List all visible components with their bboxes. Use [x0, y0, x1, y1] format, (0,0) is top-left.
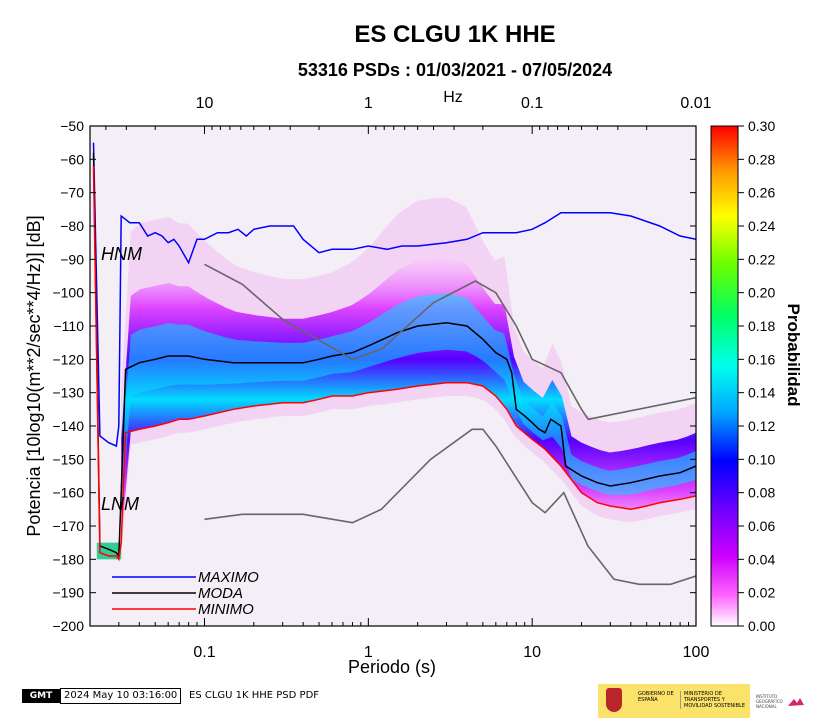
top-tick-label: 10	[196, 95, 214, 112]
y-tick-label: −170	[52, 518, 84, 534]
government-text: GOBIERNO DE ESPAÑA	[638, 691, 674, 703]
colorbar-tick-label: 0.08	[748, 485, 775, 501]
colorbar-tick-label: 0.04	[748, 551, 775, 567]
y-axis-label: Potencia [10log10(m**2/sec**4/Hz)] [dB]	[24, 215, 44, 536]
colorbar-label: Probabilidad	[784, 304, 803, 407]
series-moda	[92, 152, 696, 559]
colorbar-tick-label: 0.12	[748, 418, 775, 434]
colorbar-tick-label: 0.14	[748, 385, 775, 401]
y-tick-label: −200	[52, 618, 84, 634]
legend: MAXIMO MODA MINIMO	[112, 569, 259, 618]
timestamp: 2024 May 10 03:16:00	[60, 688, 182, 704]
footer: GMT 2024 May 10 03:16:00 ES CLGU 1K HHE …	[0, 680, 824, 722]
y-tick-label: −90	[60, 251, 84, 267]
y-tick-label: −60	[60, 151, 84, 167]
top-tick-label: 0.01	[680, 95, 711, 112]
legend-label-minimo: MINIMO	[198, 601, 254, 618]
series-maximo	[92, 142, 696, 448]
y-tick-label: −130	[52, 385, 84, 401]
y-tick-label: −110	[54, 318, 85, 334]
series-lnm	[204, 428, 696, 586]
density-band	[121, 256, 696, 543]
colorbar-tick-label: 0.02	[748, 585, 775, 601]
legend-label-maximo: MAXIMO	[198, 569, 259, 586]
psd-figure: ES CLGU 1K HHE 53316 PSDs : 01/03/2021 -…	[24, 21, 803, 677]
x-tick-label: 100	[683, 644, 710, 661]
colorbar-ticks: 0.00 0.02 0.04 0.06 0.08 0.10 0.12 0.14 0.16 0.18…	[738, 118, 775, 634]
colorbar-tick-label: 0.00	[748, 618, 775, 634]
colorbar-scale	[710, 125, 739, 627]
colorbar-tick-label: 0.26	[748, 185, 775, 201]
y-tick-label: −190	[52, 585, 84, 601]
plot-area	[90, 126, 696, 626]
colorbar-tick-label: 0.16	[748, 351, 775, 367]
y-tick-label: −100	[52, 285, 84, 301]
top-axis: 10 1 0.1 0.01	[89, 95, 712, 134]
series-hnm	[204, 263, 696, 421]
chart-subtitle: 53316 PSDs : 01/03/2021 - 07/05/2024	[298, 60, 612, 80]
x-tick-label: 0.1	[193, 644, 215, 661]
colorbar-tick-label: 0.30	[748, 118, 775, 134]
plot-frame	[89, 125, 697, 627]
colorbar-tick-label: 0.20	[748, 285, 775, 301]
x-tick-label: 1	[364, 644, 373, 661]
y-tick-label: −160	[52, 485, 84, 501]
colorbar-tick-label: 0.18	[748, 318, 775, 334]
colorbar: 0.00 0.02 0.04 0.06 0.08 0.10 0.12 0.14 0.16 0.18…	[710, 118, 803, 634]
ign-logo-icon	[788, 698, 804, 706]
psd-lines	[92, 142, 696, 586]
coat-of-arms-icon	[606, 688, 622, 712]
ign-text: INSTITUTO GEOGRÁFICO NACIONAL	[756, 694, 783, 709]
government-logo: GOBIERNO DE ESPAÑA MINISTERIO DE TRANSPO…	[598, 684, 750, 718]
annotation-hnm: HNM	[101, 244, 142, 264]
gmt-logo: GMT	[22, 689, 60, 703]
top-tick-label: 1	[364, 95, 373, 112]
x-axis-label: Periodo (s)	[348, 657, 436, 677]
colorbar-tick-label: 0.06	[748, 518, 775, 534]
y-tick-label: −50	[60, 118, 84, 134]
ministry-text: MINISTERIO DE TRANSPORTES Y MOVILIDAD SO…	[680, 691, 752, 709]
plot-filename: ES CLGU 1K HHE PSD PDF	[189, 690, 320, 701]
chart-title: ES CLGU 1K HHE	[354, 21, 555, 48]
y-tick-label: −140	[52, 418, 84, 434]
colorbar-tick-label: 0.10	[748, 451, 775, 467]
top-axis-unit: Hz	[443, 89, 463, 106]
y-tick-label: −120	[52, 351, 84, 367]
y-tick-label: −150	[52, 451, 84, 467]
y-axis: −50 −60 −70 −80 −90 −100 −110 −120 −130 −140 −150 −…	[52, 118, 696, 634]
y-tick-label: −180	[52, 551, 84, 567]
x-axis: 0.1 1 10 100	[89, 618, 710, 661]
y-tick-label: −80	[60, 218, 84, 234]
legend-label-moda: MODA	[198, 585, 243, 602]
series-minimo	[92, 165, 696, 562]
top-tick-label: 0.1	[521, 95, 543, 112]
annotation-lnm: LNM	[101, 494, 139, 514]
density-core	[121, 293, 696, 516]
x-tick-label: 10	[523, 644, 541, 661]
y-tick-label: −70	[60, 185, 84, 201]
colorbar-tick-label: 0.28	[748, 151, 775, 167]
colorbar-tick-label: 0.24	[748, 218, 775, 234]
colorbar-tick-label: 0.22	[748, 251, 775, 267]
